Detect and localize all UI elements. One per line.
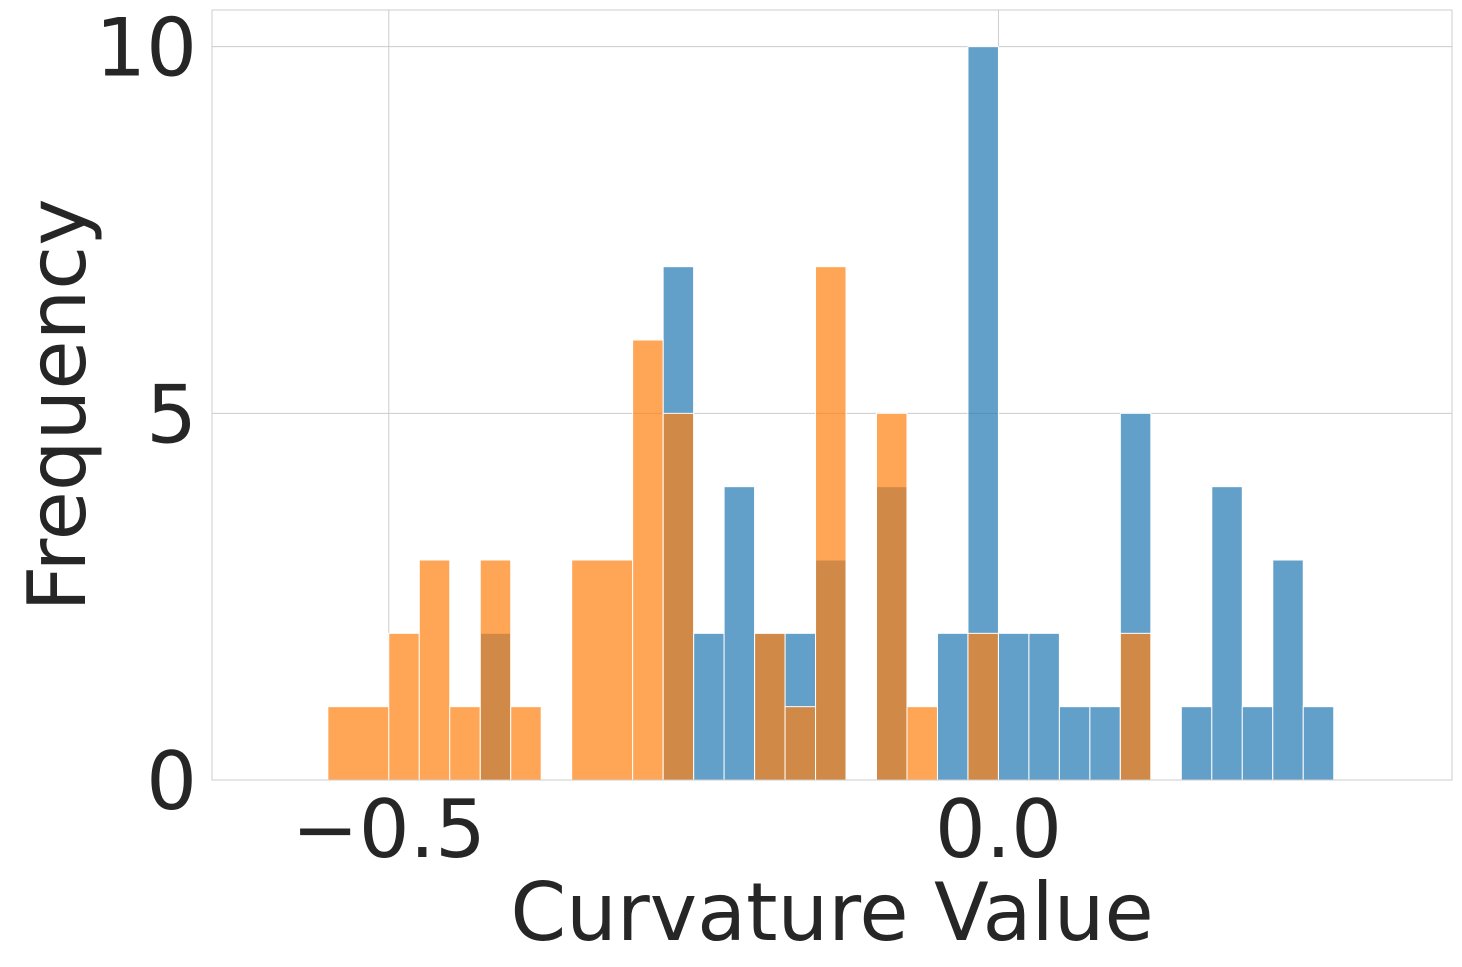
- series-1-bar-15: [1119, 632, 1152, 781]
- histogram-bars: [327, 46, 1335, 781]
- series-0-bar-13: [1089, 706, 1121, 781]
- x-axis-label: Curvature Value: [510, 866, 1153, 959]
- series-0-bar-16: [1211, 486, 1243, 781]
- series-0-bar-12: [1058, 706, 1091, 781]
- series-1-bar-13: [906, 706, 938, 781]
- series-0-bar-2: [693, 632, 725, 781]
- series-0-bar-17: [1241, 706, 1274, 781]
- series-0-bar-8: [936, 632, 969, 781]
- y-tick-label-0: 0: [146, 735, 197, 828]
- y-tick-label-1: 5: [146, 368, 197, 461]
- series-1-bar-14: [967, 632, 999, 781]
- series-1-bar-7: [632, 339, 664, 781]
- series-1-bars: [327, 266, 1152, 781]
- y-axis-label: Frequency: [11, 198, 104, 611]
- x-tick-labels: −0.5 0.0: [292, 783, 1062, 876]
- series-1-bar-11: [815, 266, 847, 781]
- series-1-bar-6: [571, 559, 634, 781]
- series-1-bar-1: [388, 632, 420, 781]
- x-tick-label-0: −0.5: [292, 783, 486, 876]
- series-0-bar-3: [723, 486, 756, 781]
- series-0-bar-19: [1302, 706, 1335, 781]
- series-0-bar-15: [1180, 706, 1213, 781]
- plot-frame: [211, 9, 1453, 781]
- series-1-bar-5: [510, 706, 542, 781]
- series-0-bar-18: [1272, 559, 1304, 781]
- series-1-bar-2: [418, 559, 451, 781]
- series-0-bar-10: [997, 632, 1030, 781]
- series-1-bar-4: [479, 559, 512, 781]
- series-1-bar-10: [784, 706, 817, 781]
- series-1-bar-8: [662, 412, 695, 781]
- series-0-bar-11: [1028, 632, 1060, 781]
- series-1-bar-9: [754, 632, 786, 781]
- series-1-bar-3: [449, 706, 481, 781]
- y-tick-label-2: 10: [95, 2, 197, 95]
- series-1-bar-12: [876, 412, 908, 781]
- series-1-bar-0: [327, 706, 390, 781]
- y-tick-labels: 0 5 10: [95, 2, 197, 828]
- x-tick-label-1: 0.0: [935, 783, 1062, 876]
